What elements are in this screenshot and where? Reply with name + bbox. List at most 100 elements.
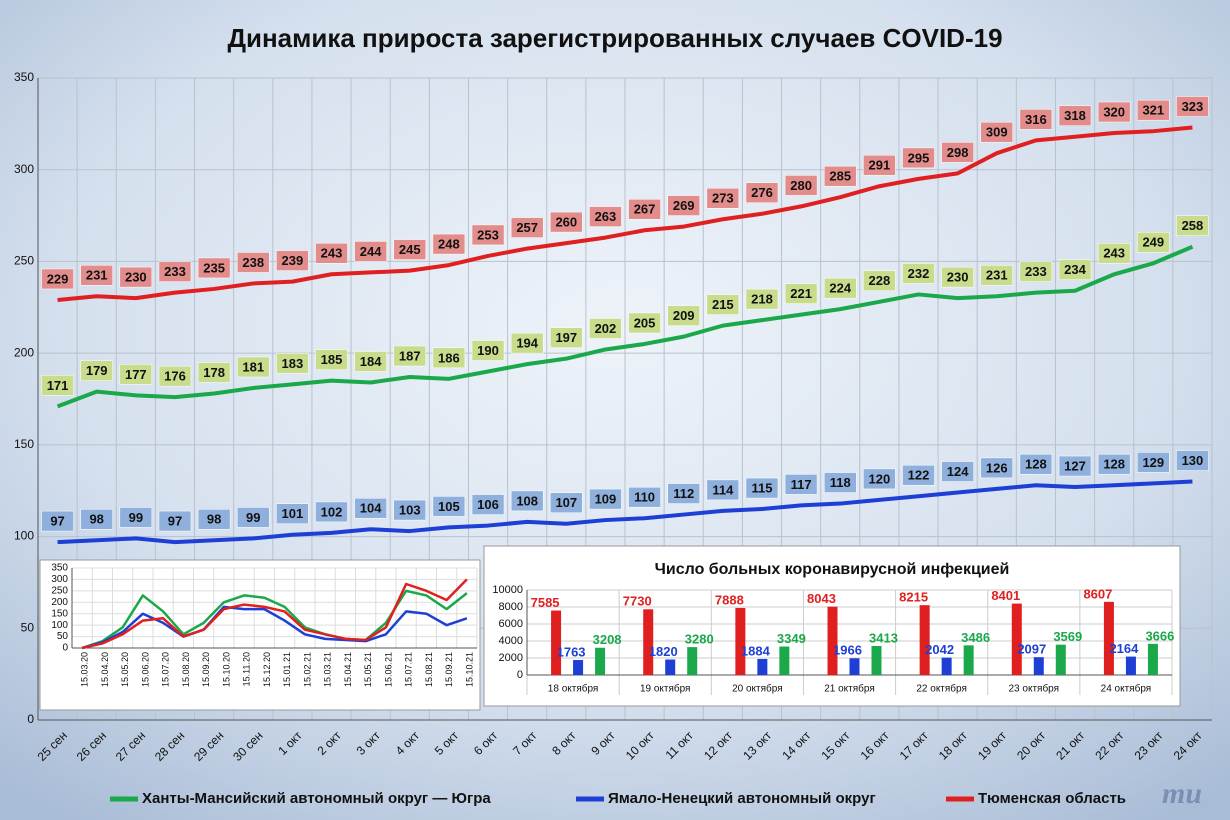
data-label: 263 bbox=[595, 209, 617, 224]
data-label: 7585 bbox=[531, 595, 560, 610]
data-label: 230 bbox=[947, 270, 969, 285]
legend-label: Ханты-Мансийский автономный округ — Югра bbox=[142, 790, 491, 807]
x-tick-label: 15.03.20 bbox=[80, 652, 90, 687]
data-label: 127 bbox=[1064, 458, 1086, 473]
data-label-box bbox=[1019, 109, 1053, 130]
y-tick-label: 300 bbox=[14, 162, 34, 176]
data-label-box bbox=[315, 243, 348, 264]
data-label-box bbox=[784, 175, 818, 196]
x-tick-label: 20 октября bbox=[732, 683, 783, 695]
data-label: 102 bbox=[321, 504, 343, 519]
data-label-box bbox=[510, 490, 544, 512]
data-label: 194 bbox=[516, 336, 538, 351]
data-label-box bbox=[393, 499, 427, 521]
y-tick-label: 50 bbox=[21, 620, 35, 634]
y-tick-label: 150 bbox=[51, 608, 68, 619]
data-label: 248 bbox=[438, 237, 460, 252]
data-label: 243 bbox=[321, 246, 343, 261]
data-label: 128 bbox=[1025, 457, 1047, 472]
y-tick-label: 200 bbox=[51, 597, 68, 608]
x-tick-label: 24 октября bbox=[1101, 683, 1152, 695]
chart-title: Динамика прироста зарегистрированных слу… bbox=[227, 23, 1002, 53]
data-label: 269 bbox=[673, 198, 695, 213]
bar bbox=[1033, 657, 1044, 675]
data-label: 232 bbox=[908, 266, 930, 281]
data-label: 109 bbox=[595, 492, 617, 507]
data-label-box bbox=[863, 270, 896, 292]
data-label-box bbox=[980, 265, 1014, 286]
y-tick-label: 0 bbox=[27, 712, 34, 726]
x-tick-label: 18 октября bbox=[548, 683, 599, 695]
data-label: 209 bbox=[673, 308, 695, 323]
bar bbox=[871, 645, 882, 675]
data-label: 224 bbox=[829, 281, 851, 296]
data-label: 230 bbox=[125, 270, 147, 285]
data-label: 229 bbox=[47, 271, 69, 286]
x-tick-label: 15.06.20 bbox=[140, 652, 150, 687]
data-label: 184 bbox=[360, 354, 382, 369]
data-label: 186 bbox=[438, 350, 460, 365]
data-label-box bbox=[432, 496, 466, 517]
x-tick-label: 15.04.20 bbox=[100, 652, 110, 687]
data-label: 318 bbox=[1064, 108, 1086, 123]
data-label: 258 bbox=[1182, 218, 1204, 233]
data-label: 99 bbox=[246, 510, 260, 525]
data-label: 3486 bbox=[961, 630, 990, 645]
data-label: 295 bbox=[908, 150, 930, 165]
y-tick-label: 0 bbox=[517, 669, 523, 681]
data-label: 8215 bbox=[899, 590, 928, 605]
data-label-box bbox=[941, 461, 974, 482]
data-label: 178 bbox=[203, 365, 225, 380]
data-label-box bbox=[315, 349, 348, 370]
x-tick-label: 23 октября bbox=[1009, 683, 1060, 695]
data-label-box bbox=[667, 195, 700, 216]
bar bbox=[757, 658, 768, 675]
data-label: 267 bbox=[634, 202, 656, 217]
data-label-box bbox=[276, 250, 309, 271]
data-label: 321 bbox=[1142, 103, 1164, 118]
y-tick-label: 100 bbox=[14, 529, 34, 543]
bar bbox=[849, 658, 860, 675]
data-label: 197 bbox=[555, 330, 577, 345]
inset-bar-chart: 0 2000 4000 6000 8000 10000 18 октября 19 октяб… bbox=[492, 584, 1174, 695]
data-label: 97 bbox=[168, 514, 182, 529]
y-tick-label: 350 bbox=[51, 563, 68, 574]
data-label: 105 bbox=[438, 499, 460, 514]
data-label-box bbox=[941, 266, 974, 288]
data-label-box bbox=[197, 362, 231, 383]
data-label-box bbox=[863, 154, 896, 176]
data-label: 228 bbox=[869, 273, 891, 288]
x-tick-label: 15.08.20 bbox=[181, 652, 191, 687]
bar bbox=[1125, 656, 1136, 675]
data-label: 1820 bbox=[649, 644, 678, 659]
data-label-box bbox=[236, 252, 270, 273]
data-label: 316 bbox=[1025, 112, 1047, 127]
x-tick-label: 15.10.21 bbox=[464, 652, 474, 687]
data-label: 1884 bbox=[741, 643, 771, 658]
data-label: 231 bbox=[86, 268, 108, 283]
data-label-box bbox=[41, 268, 74, 290]
bar bbox=[665, 659, 676, 675]
data-label: 309 bbox=[986, 125, 1008, 140]
data-label: 97 bbox=[50, 514, 64, 529]
inset-title: Число больных коронавирусной инфекцией bbox=[655, 561, 1010, 578]
legend: Ханты-Мансийский автономный округ — Югра… bbox=[110, 790, 1126, 807]
x-tick-label: 15.01.21 bbox=[282, 652, 292, 687]
data-label-box bbox=[589, 318, 622, 339]
data-label: 101 bbox=[282, 506, 304, 521]
x-tick-label: 19 октября bbox=[640, 683, 691, 695]
data-label: 215 bbox=[712, 297, 734, 312]
data-label: 280 bbox=[790, 178, 812, 193]
data-label-box bbox=[1097, 243, 1131, 264]
data-label-box bbox=[1176, 450, 1209, 471]
data-label: 291 bbox=[869, 158, 891, 173]
data-label-box bbox=[1058, 455, 1092, 477]
data-label-box bbox=[158, 261, 192, 282]
data-label: 234 bbox=[1064, 262, 1086, 277]
data-label: 3280 bbox=[685, 632, 714, 647]
bar bbox=[919, 605, 930, 675]
x-tick-label: 15.06.21 bbox=[383, 652, 393, 687]
bar bbox=[779, 646, 790, 675]
data-label: 124 bbox=[947, 464, 969, 479]
data-label-box bbox=[941, 142, 974, 163]
